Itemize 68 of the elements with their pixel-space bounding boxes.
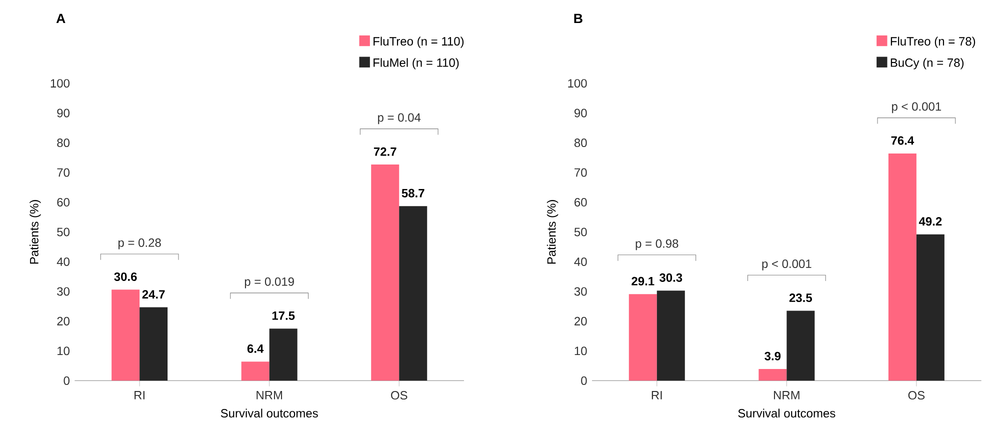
y-tick-label: 40 bbox=[574, 257, 587, 266]
x-tick-label: NRM bbox=[256, 391, 282, 400]
chart-title: A bbox=[56, 14, 66, 24]
y-tick-label: 20 bbox=[574, 316, 587, 326]
y-tick-label: 30 bbox=[57, 287, 70, 296]
y-tick-label: 0 bbox=[64, 376, 70, 385]
y-tick-label: 30 bbox=[574, 287, 587, 296]
x-tick-label: OS bbox=[391, 391, 408, 400]
data-label: 30.3 bbox=[659, 273, 682, 282]
annotation: p < 0.001 bbox=[892, 102, 942, 114]
data-label: 49.2 bbox=[918, 217, 942, 226]
y-tick-label: 100 bbox=[50, 79, 70, 88]
x-axis-title: Survival outcomes bbox=[220, 408, 318, 418]
bar bbox=[758, 369, 787, 381]
data-label: 6.4 bbox=[247, 344, 264, 353]
x-axis-title: Survival outcomes bbox=[738, 408, 836, 418]
bar bbox=[241, 362, 270, 381]
bar bbox=[140, 307, 168, 381]
bar bbox=[269, 328, 298, 381]
y-tick-label: 50 bbox=[574, 228, 587, 236]
y-tick-label: 100 bbox=[568, 79, 587, 88]
data-label: 23.5 bbox=[789, 294, 812, 302]
annotation: p = 0.98 bbox=[636, 239, 678, 250]
y-tick-label: 60 bbox=[574, 198, 587, 207]
bar bbox=[399, 206, 428, 381]
y-tick-label: 90 bbox=[574, 108, 587, 118]
bar bbox=[371, 164, 400, 381]
y-tick-label: 70 bbox=[574, 168, 587, 177]
y-tick-label: 60 bbox=[57, 198, 70, 207]
legend-label: FluTreo (n = 78) bbox=[890, 36, 976, 48]
x-tick-label: OS bbox=[908, 391, 925, 400]
y-tick-label: 10 bbox=[58, 346, 70, 356]
y-tick-label: 20 bbox=[57, 316, 70, 326]
annotation: p = 0.28 bbox=[118, 238, 161, 250]
chart-title: B bbox=[574, 14, 582, 24]
y-tick-label: 10 bbox=[574, 346, 587, 356]
y-tick-label: 0 bbox=[581, 376, 587, 385]
legend-label: FluTreo (n = 110) bbox=[374, 36, 464, 48]
y-tick-label: 40 bbox=[56, 257, 70, 266]
x-tick-label: RI bbox=[652, 391, 662, 400]
bar bbox=[916, 234, 944, 381]
data-label: 3.9 bbox=[764, 352, 781, 360]
bar bbox=[112, 290, 140, 381]
data-label: 76.4 bbox=[891, 136, 914, 145]
y-tick-label: 80 bbox=[574, 138, 587, 148]
annotation: p = 0.019 bbox=[244, 277, 294, 288]
annotation: p < 0.001 bbox=[762, 260, 812, 270]
legend-label: BuCy (n = 78) bbox=[890, 58, 964, 70]
bar bbox=[628, 294, 657, 381]
bar bbox=[786, 310, 815, 381]
data-label: 24.7 bbox=[142, 290, 165, 299]
data-label: 58.7 bbox=[402, 188, 424, 198]
data-label: 17.5 bbox=[272, 312, 295, 320]
data-label: 29.1 bbox=[632, 276, 654, 286]
data-label: 72.7 bbox=[374, 147, 396, 156]
x-tick-label: RI bbox=[134, 391, 144, 400]
y-tick-label: 70 bbox=[57, 168, 70, 177]
y-axis-title: Patients (%) bbox=[546, 200, 558, 264]
bar bbox=[888, 153, 916, 381]
annotation: p = 0.04 bbox=[378, 113, 421, 124]
bar bbox=[656, 290, 685, 381]
x-tick-label: NRM bbox=[774, 391, 800, 400]
y-tick-label: 80 bbox=[57, 138, 70, 148]
y-axis-title: Patients (%) bbox=[30, 200, 41, 264]
y-tick-label: 90 bbox=[57, 108, 70, 118]
legend-label: FluMel (n = 110) bbox=[374, 58, 459, 70]
data-label: 30.6 bbox=[114, 272, 137, 281]
y-tick-label: 50 bbox=[57, 228, 70, 236]
